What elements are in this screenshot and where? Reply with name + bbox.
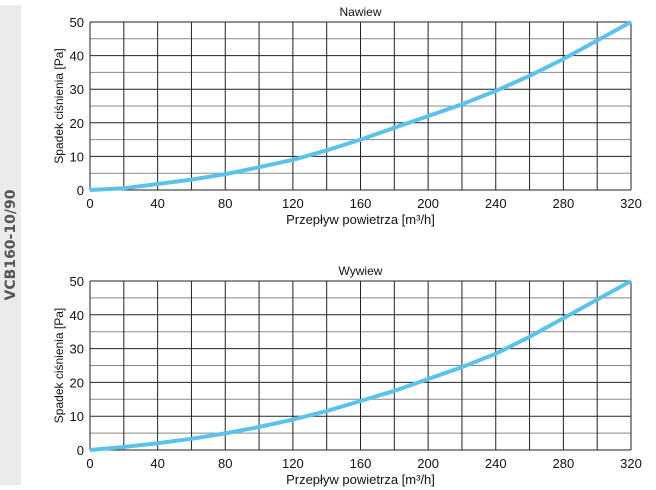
y-axis-label: Spadek ciśnienia [Pa] xyxy=(52,48,66,163)
x-tick-label: 120 xyxy=(282,456,304,471)
x-tick-label: 80 xyxy=(218,456,232,471)
x-tick-label: 0 xyxy=(86,196,93,211)
product-label-strip: VCB160-10/90 xyxy=(0,5,21,485)
series-curve-wywiew xyxy=(89,279,632,452)
x-tick-label: 280 xyxy=(553,196,575,211)
x-tick-label: 80 xyxy=(218,196,232,211)
x-tick-label: 320 xyxy=(620,456,642,471)
y-tick-label: 0 xyxy=(77,443,84,458)
x-tick-label: 160 xyxy=(350,196,372,211)
x-tick-label: 160 xyxy=(350,456,372,471)
y-tick-label: 50 xyxy=(70,274,84,289)
y-tick-label: 40 xyxy=(70,49,84,64)
x-tick-label: 200 xyxy=(417,196,439,211)
x-tick-label: 0 xyxy=(86,456,93,471)
x-tick-label: 240 xyxy=(485,456,507,471)
y-tick-label: 30 xyxy=(70,82,84,97)
y-tick-label: 10 xyxy=(70,409,84,424)
x-axis-label: Przepływ powietrza [m³/h] xyxy=(286,472,435,487)
y-axis-label: Spadek ciśnienia [Pa] xyxy=(52,308,66,423)
x-tick-label: 280 xyxy=(553,456,575,471)
y-tick-label: 20 xyxy=(70,116,84,131)
y-tick-label: 50 xyxy=(70,15,84,30)
chart-title: Wywiew xyxy=(339,264,383,278)
y-tick-label: 0 xyxy=(77,183,84,198)
x-tick-label: 320 xyxy=(620,196,642,211)
y-tick-label: 30 xyxy=(70,342,84,357)
y-tick-label: 20 xyxy=(70,375,84,390)
x-tick-label: 40 xyxy=(150,456,164,471)
y-tick-label: 40 xyxy=(70,308,84,323)
y-tick-label: 10 xyxy=(70,149,84,164)
x-tick-label: 120 xyxy=(282,196,304,211)
x-tick-label: 40 xyxy=(150,196,164,211)
series-curve-nawiew xyxy=(89,20,632,192)
x-tick-label: 200 xyxy=(417,456,439,471)
x-axis-label: Przepływ powietrza [m³/h] xyxy=(286,212,435,227)
chart-title: Nawiew xyxy=(339,5,381,19)
x-tick-label: 240 xyxy=(485,196,507,211)
